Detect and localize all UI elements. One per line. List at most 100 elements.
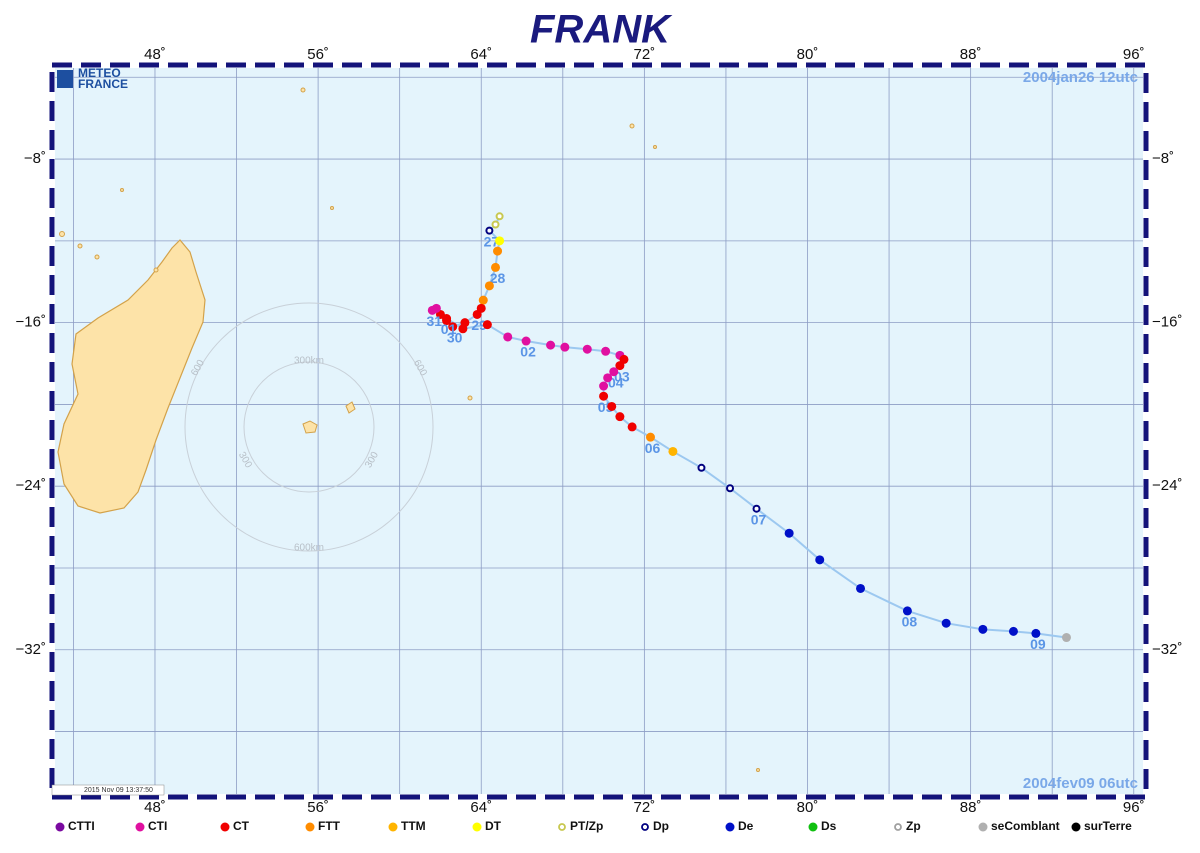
island bbox=[653, 145, 657, 149]
day-label: 08 bbox=[902, 614, 918, 630]
track-point bbox=[627, 422, 637, 432]
track-point bbox=[484, 281, 494, 291]
track-point bbox=[615, 412, 625, 422]
end-date: 2004fev09 06utc bbox=[1023, 775, 1138, 792]
day-label: 06 bbox=[645, 440, 661, 456]
track-point bbox=[485, 226, 494, 235]
logo-icon bbox=[57, 70, 73, 88]
legend-marker bbox=[808, 822, 818, 832]
logo-text: METEO bbox=[78, 66, 121, 80]
track-point bbox=[458, 324, 468, 334]
legend-marker bbox=[220, 822, 230, 832]
y-tick-label: −24˚ bbox=[1152, 477, 1182, 494]
track-point bbox=[1061, 633, 1071, 643]
ticks: 48˚ 48˚ 56˚ 56˚ 64˚ 64˚ 72˚ 72˚ 80˚ 80˚ 88˚ 88˚ 96˚ 9… bbox=[16, 46, 1183, 816]
range-ring bbox=[243, 361, 375, 493]
x-tick-label: 64˚ bbox=[470, 46, 492, 63]
legend-marker bbox=[641, 823, 649, 831]
legend-marker bbox=[388, 822, 398, 832]
day-label: 02 bbox=[520, 344, 536, 360]
madagascar bbox=[57, 239, 206, 514]
x-tick-label: 64˚ bbox=[470, 799, 492, 816]
x-tick-label: 88˚ bbox=[960, 799, 982, 816]
track-point bbox=[442, 314, 452, 324]
track-point bbox=[493, 246, 503, 256]
island bbox=[59, 231, 65, 237]
legend-label: surTerre bbox=[1084, 819, 1132, 833]
track-point bbox=[1008, 626, 1018, 636]
x-tick-label: 72˚ bbox=[634, 46, 656, 63]
track-point bbox=[482, 320, 492, 330]
sea bbox=[52, 65, 1146, 797]
legend-marker bbox=[894, 823, 902, 831]
legend-label: CT bbox=[233, 819, 250, 833]
track-point bbox=[495, 236, 505, 246]
y-tick-label: −32˚ bbox=[16, 641, 46, 658]
day-label: 01 bbox=[441, 321, 457, 337]
x-tick-label: 96˚ bbox=[1123, 799, 1145, 816]
track-point bbox=[503, 332, 513, 342]
track-point bbox=[448, 322, 458, 332]
track-point bbox=[427, 305, 437, 315]
legend-label: PT/Zp bbox=[570, 819, 603, 833]
x-tick-label: 48˚ bbox=[144, 799, 166, 816]
track-point bbox=[607, 401, 617, 411]
legend-label: Zp bbox=[906, 819, 921, 833]
legend-label: FTT bbox=[318, 819, 341, 833]
legend-marker bbox=[725, 822, 735, 832]
track-point bbox=[609, 367, 619, 377]
start-date: 2004jan26 12utc bbox=[1023, 69, 1138, 86]
logo-text: FRANCE bbox=[78, 77, 128, 91]
legend-marker bbox=[55, 822, 65, 832]
ring-label: 600km bbox=[294, 543, 324, 554]
track-point bbox=[478, 295, 488, 305]
ring-label: 300km bbox=[294, 356, 324, 367]
legend-label: TTM bbox=[401, 819, 426, 833]
legend-label: Ds bbox=[821, 819, 837, 833]
track-point bbox=[560, 342, 570, 352]
track-point bbox=[601, 346, 611, 356]
track-point bbox=[599, 381, 609, 391]
legend-marker bbox=[305, 822, 315, 832]
x-tick-label: 48˚ bbox=[144, 46, 166, 63]
track-point bbox=[856, 583, 866, 593]
y-tick-label: −8˚ bbox=[24, 150, 46, 167]
x-tick-label: 88˚ bbox=[960, 46, 982, 63]
track-point bbox=[546, 340, 556, 350]
track-point bbox=[697, 463, 706, 472]
legend-label: Dp bbox=[653, 819, 669, 833]
timestamp: 2015 Nov 09 13:37:50 bbox=[84, 787, 153, 794]
island bbox=[345, 401, 356, 414]
island bbox=[120, 188, 124, 192]
legend-marker bbox=[978, 822, 988, 832]
grid bbox=[52, 65, 1146, 797]
y-tick-label: −24˚ bbox=[16, 477, 46, 494]
track-point bbox=[495, 212, 504, 221]
legend-label: CTI bbox=[148, 819, 167, 833]
y-tick-label: −32˚ bbox=[1152, 641, 1182, 658]
y-tick-label: −8˚ bbox=[1152, 150, 1174, 167]
day-label: 31 bbox=[427, 313, 443, 329]
title: FRANK bbox=[530, 8, 673, 52]
track-point bbox=[645, 432, 655, 442]
x-tick-label: 80˚ bbox=[797, 799, 819, 816]
legend-marker bbox=[558, 823, 566, 831]
island bbox=[756, 768, 760, 772]
track-point bbox=[815, 555, 825, 565]
day-label: 09 bbox=[1030, 636, 1046, 652]
track-point bbox=[978, 624, 988, 634]
range-ring bbox=[184, 302, 434, 552]
legend-label: seComblant bbox=[991, 819, 1060, 833]
x-tick-label: 96˚ bbox=[1123, 46, 1145, 63]
island bbox=[629, 123, 635, 129]
legend-marker bbox=[472, 822, 482, 832]
track-point bbox=[752, 504, 761, 513]
track-point bbox=[599, 391, 609, 401]
day-label: 28 bbox=[490, 270, 506, 286]
x-tick-label: 80˚ bbox=[797, 46, 819, 63]
x-tick-label: 56˚ bbox=[307, 799, 329, 816]
island bbox=[94, 254, 100, 260]
day-label: 27 bbox=[484, 233, 500, 249]
